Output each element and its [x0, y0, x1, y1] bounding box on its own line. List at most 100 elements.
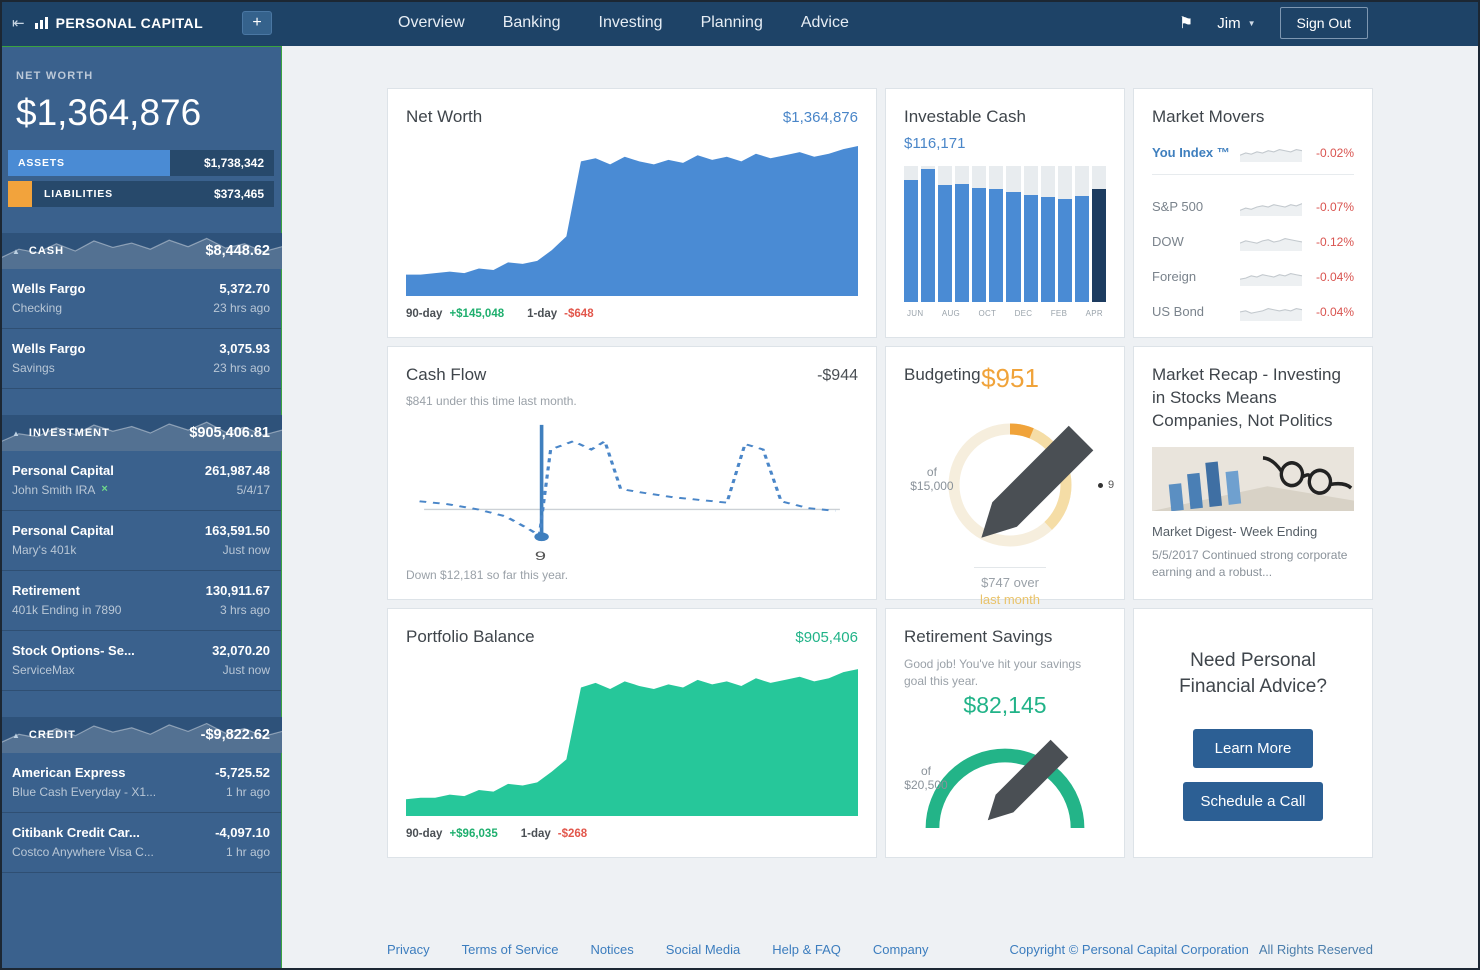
account-row-stock-options[interactable]: Stock Options- Se... 32,070.20 ServiceMax…: [0, 631, 282, 691]
index-change: -0.04%: [1315, 269, 1354, 284]
account-detail: John Smith IRA: [12, 483, 96, 497]
account-row-marys-401k[interactable]: Personal Capital 163,591.50 Mary's 401k Ju…: [0, 511, 282, 571]
nav-investing[interactable]: Investing: [598, 14, 663, 31]
investment-section-header[interactable]: ▲ INVESTMENT $905,406.81: [0, 415, 282, 451]
nav-overview[interactable]: Overview: [398, 14, 465, 31]
budget-spent-value: $951: [981, 363, 1039, 394]
account-row-wells-fargo-checking[interactable]: Wells Fargo 5,372.70 Checking 23 hrs ago: [0, 269, 282, 329]
account-name: Personal Capital: [12, 523, 114, 538]
account-updated: 1 hr ago: [225, 845, 270, 859]
account-row-american-express[interactable]: American Express -5,725.52 Blue Cash Ever…: [0, 753, 282, 813]
market-row-foreign[interactable]: Foreign -0.04%: [1152, 268, 1354, 286]
month-axis-labels: JUN AUG OCT DEC FEB APR: [904, 309, 1106, 320]
schedule-call-button[interactable]: Schedule a Call: [1183, 782, 1323, 822]
card-title: Net Worth: [406, 107, 483, 126]
cash-sparkline: [0, 233, 282, 269]
footer-link-privacy[interactable]: Privacy: [387, 942, 430, 957]
budget-donut-gauge: $951 of $15,000 $747 over last month: [910, 363, 1093, 607]
account-row-citibank-credit[interactable]: Citibank Credit Car... -4,097.10 Costco A…: [0, 813, 282, 873]
net-worth-card[interactable]: Net Worth $1,364,876 90-day +$145,048 1-…: [387, 88, 877, 338]
cash-flow-footer: Down $12,181 so far this year.: [406, 568, 569, 582]
card-title: Investable Cash: [904, 107, 1026, 126]
account-row-john-smith-ira[interactable]: Personal Capital 261,987.48 John Smith IR…: [0, 451, 282, 511]
cash-flow-subtitle: $841 under this time last month.: [406, 393, 577, 408]
add-account-button[interactable]: +: [242, 11, 272, 35]
portfolio-balance-card[interactable]: Portfolio Balance $905,406 90-day +$96,0…: [387, 608, 877, 858]
divider: [974, 567, 1046, 569]
collapse-triangle-icon: ▲: [12, 428, 20, 438]
edit-icon[interactable]: [965, 399, 1115, 559]
account-detail: Mary's 401k: [12, 543, 77, 557]
liabilities-label: LIABILITIES: [44, 188, 113, 200]
index-sparkline: [1240, 148, 1302, 162]
month-label: FEB: [1050, 309, 1068, 318]
market-movers-card[interactable]: Market Movers You Index ™ -0.02% S&P 500…: [1133, 88, 1373, 338]
footer-link-company[interactable]: Company: [872, 942, 929, 957]
metric-label: 1-day: [520, 828, 551, 840]
budgeting-card[interactable]: Budgeting $951 of $15,000 $747 over last…: [885, 346, 1247, 607]
index-change: -0.07%: [1315, 199, 1354, 214]
flag-icon[interactable]: ⚑: [1178, 15, 1194, 32]
liabilities-bar-fill: [8, 181, 32, 207]
investable-cash-bar-chart: [904, 165, 1106, 302]
retirement-gauge-arc: [925, 748, 1085, 829]
cash-flow-card[interactable]: Cash Flow -$944 $841 under this time las…: [387, 346, 877, 600]
index-sparkline: [1240, 307, 1302, 321]
investable-cash-value: $116,171: [904, 134, 966, 152]
market-row-dow[interactable]: DOW -0.12%: [1152, 233, 1354, 251]
index-sparkline: [1240, 203, 1302, 216]
advice-card[interactable]: Need Personal Financial Advice? Learn Mo…: [1133, 608, 1373, 858]
account-name: Wells Fargo: [12, 281, 86, 296]
nav-advice[interactable]: Advice: [800, 14, 849, 31]
sidebar: NET WORTH $1,364,876 ASSETS $1,738,342 L…: [0, 46, 282, 970]
cash-bar: [938, 165, 953, 302]
market-row-us-bond[interactable]: US Bond -0.04%: [1152, 303, 1354, 321]
market-recap-card[interactable]: Market Recap - Investing in Stocks Means…: [1133, 346, 1373, 600]
month-label: APR: [1085, 309, 1103, 318]
cash-section-header[interactable]: ▲ CASH $8,448.62: [0, 233, 282, 269]
account-detail: Savings: [12, 361, 55, 375]
account-alert-icon[interactable]: ×: [101, 483, 108, 495]
glasses-graphic: [1262, 455, 1353, 495]
retirement-savings-card[interactable]: Retirement Savings Good job! You've hit …: [885, 608, 1125, 858]
liabilities-bar[interactable]: LIABILITIES $373,465: [8, 181, 274, 207]
account-updated: 23 hrs ago: [213, 361, 270, 375]
collapse-triangle-icon: ▲: [12, 246, 20, 256]
account-value: 163,591.50: [204, 523, 270, 538]
account-row-retirement-401k[interactable]: Retirement 130,911.67 401k Ending in 7890…: [0, 571, 282, 631]
cash-flow-value: -$944: [817, 367, 858, 384]
logo-area: ⇤ PERSONAL CAPITAL +: [0, 11, 282, 35]
nav-banking[interactable]: Banking: [502, 14, 561, 31]
marker-dot-icon: [1098, 482, 1103, 488]
card-title: Retirement Savings: [904, 627, 1053, 646]
portfolio-chart: [406, 669, 858, 816]
footer-link-notices[interactable]: Notices: [590, 942, 634, 957]
index-name: US Bond: [1152, 304, 1205, 320]
footer-link-help[interactable]: Help & FAQ: [772, 942, 841, 957]
account-name: Wells Fargo: [12, 341, 86, 356]
section-value: $905,406.81: [189, 425, 270, 441]
market-row-you-index[interactable]: You Index ™ -0.02%: [1152, 144, 1354, 175]
account-row-wells-fargo-savings[interactable]: Wells Fargo 3,075.93 Savings 23 hrs ago: [0, 329, 282, 389]
footer-link-terms[interactable]: Terms of Service: [461, 942, 559, 957]
account-detail: Blue Cash Everyday - X1...: [12, 785, 157, 799]
sign-out-button[interactable]: Sign Out: [1279, 7, 1368, 39]
market-row-sp500[interactable]: S&P 500 -0.07%: [1152, 198, 1354, 216]
cash-bar: [1057, 165, 1072, 302]
learn-more-button[interactable]: Learn More: [1192, 729, 1314, 769]
budget-target: of $15,000: [910, 465, 954, 494]
investable-cash-card[interactable]: Investable Cash $116,171 JUN AUG OCT DEC FEB…: [885, 88, 1125, 338]
cash-bar: [972, 165, 987, 302]
assets-bar[interactable]: ASSETS $1,738,342: [8, 150, 274, 176]
credit-sparkline: [0, 717, 282, 753]
collapse-sidebar-icon[interactable]: ⇤: [12, 15, 25, 32]
net-worth-label: NET WORTH: [16, 70, 94, 82]
edit-icon[interactable]: [954, 724, 1106, 832]
footer-link-social[interactable]: Social Media: [665, 942, 741, 957]
user-menu[interactable]: Jim ▼: [1217, 15, 1255, 32]
nav-planning[interactable]: Planning: [700, 14, 763, 31]
credit-section-header[interactable]: ▲ CREDIT -$9,822.62: [0, 717, 282, 753]
copyright-text: Copyright © Personal Capital Corporation: [1009, 942, 1249, 957]
account-updated: Just now: [222, 543, 270, 557]
assets-value: $1,738,342: [203, 156, 264, 170]
